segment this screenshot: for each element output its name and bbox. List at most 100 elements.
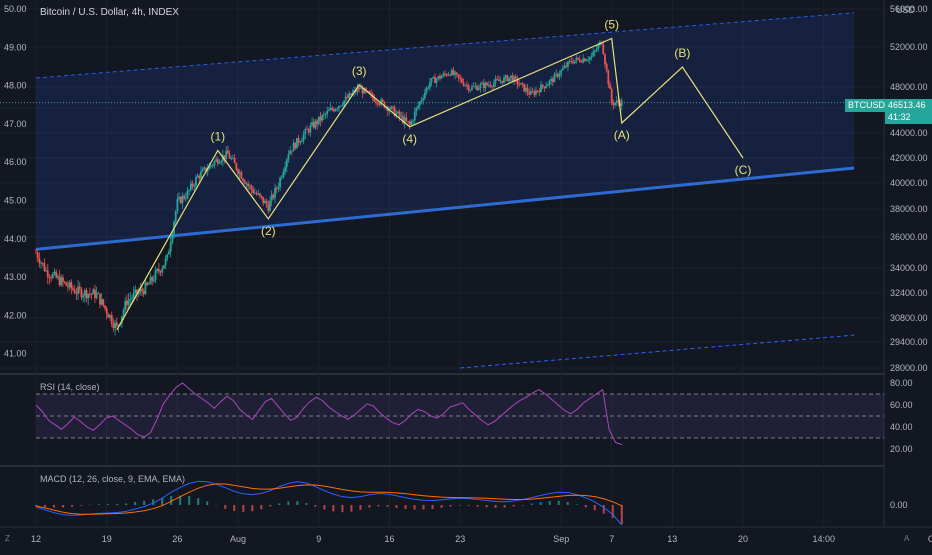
candle-body	[52, 274, 54, 278]
candle-body	[244, 181, 246, 184]
candle-body	[197, 176, 199, 178]
candle-body	[180, 197, 182, 203]
candle-body	[65, 282, 67, 285]
candle-body	[559, 74, 561, 77]
candle-body	[382, 100, 384, 102]
candle-body	[286, 159, 288, 167]
candle-body	[311, 122, 313, 125]
candle-body	[606, 64, 608, 70]
candle-body	[158, 269, 160, 271]
y-right-tick-label: 36000.00	[890, 232, 928, 242]
y-right-tick-label: 48000.00	[890, 82, 928, 92]
candle-body	[505, 76, 507, 78]
candle-body	[289, 151, 291, 154]
candle-body	[326, 111, 328, 114]
candle-body	[188, 190, 190, 191]
candle-body	[79, 287, 81, 290]
macd-histogram-bar	[116, 504, 118, 505]
candle-body	[525, 88, 527, 91]
candle-body	[480, 84, 482, 88]
candle-body	[64, 282, 66, 283]
candle-body	[552, 79, 554, 82]
macd-histogram-bar	[107, 504, 109, 505]
x-tick-label: Oct	[928, 534, 932, 544]
candle-body	[454, 73, 456, 75]
candle-body	[74, 290, 76, 293]
candle-body	[400, 116, 402, 117]
candle-body	[87, 294, 89, 298]
macd-histogram-bar	[450, 505, 452, 506]
candle-body	[143, 291, 145, 294]
candle-body	[609, 84, 611, 89]
candle-body	[469, 90, 471, 91]
candle-body	[350, 93, 352, 95]
macd-histogram-bar	[504, 505, 506, 508]
candle-body	[301, 140, 303, 142]
candle-body	[37, 253, 39, 259]
candle-body	[168, 252, 170, 255]
candle-body	[592, 52, 594, 56]
candle-body	[500, 81, 502, 82]
candle-body	[291, 151, 293, 152]
macd-title: MACD (12, 26, close, 9, EMA, EMA)	[40, 474, 185, 484]
candle-body	[42, 263, 44, 264]
candle-body	[113, 324, 115, 328]
candle-body	[145, 283, 147, 294]
candle-body	[431, 78, 433, 82]
y-right-tick-label: 44000.00	[890, 128, 928, 138]
candle-body	[153, 280, 155, 281]
candle-body	[612, 103, 614, 105]
candle-body	[437, 76, 439, 79]
candle-body	[261, 196, 263, 197]
candle-body	[271, 195, 273, 201]
y-right-tick-label: 32400.00	[890, 288, 928, 298]
x-tick-label: 12	[31, 534, 41, 544]
x-tick-label: 14:00	[813, 534, 836, 544]
candle-body	[309, 126, 311, 133]
candle-body	[545, 86, 547, 88]
y-left-tick-label: 46.00	[4, 157, 27, 167]
chart-title: Bitcoin / U.S. Dollar, 4h, INDEX	[40, 7, 179, 18]
wave-label: (3)	[352, 64, 367, 78]
candle-body	[424, 93, 426, 99]
candle-body	[128, 300, 130, 305]
candle-body	[247, 184, 249, 186]
candle-body	[463, 82, 465, 85]
candle-body	[528, 92, 530, 94]
scale-settings-button[interactable]: A	[904, 535, 909, 543]
candle-body	[575, 58, 577, 61]
candle-body	[251, 186, 253, 190]
x-tick-label: 23	[455, 534, 465, 544]
candle-body	[109, 315, 111, 318]
candle-body	[76, 293, 78, 294]
candle-body	[530, 91, 532, 94]
timezone-button[interactable]: Z	[5, 535, 10, 543]
macd-histogram-bar	[188, 496, 190, 505]
candle-body	[38, 258, 40, 263]
candle-body	[468, 85, 470, 90]
candle-body	[345, 97, 347, 101]
candle-body	[547, 85, 549, 86]
macd-histogram-bar	[477, 505, 479, 507]
candle-body	[131, 298, 133, 299]
y-right-tick-label: 28000.00	[890, 363, 928, 373]
candle-body	[89, 294, 91, 295]
candle-body	[567, 61, 569, 66]
candle-body	[495, 79, 497, 83]
candle-body	[217, 159, 219, 163]
candle-body	[451, 70, 453, 75]
currency-label[interactable]: USD	[896, 6, 915, 15]
candle-body	[582, 59, 584, 63]
candle-body	[155, 271, 157, 281]
candle-body	[490, 85, 492, 87]
macd-histogram-bar	[432, 505, 434, 509]
candle-body	[511, 76, 513, 82]
time-axis[interactable]	[0, 527, 932, 550]
candle-body	[299, 142, 301, 143]
candle-body	[256, 193, 258, 194]
macd-histogram-bar	[540, 502, 542, 505]
candle-body	[343, 101, 345, 105]
candle-body	[40, 263, 42, 264]
candle-body	[429, 82, 431, 87]
